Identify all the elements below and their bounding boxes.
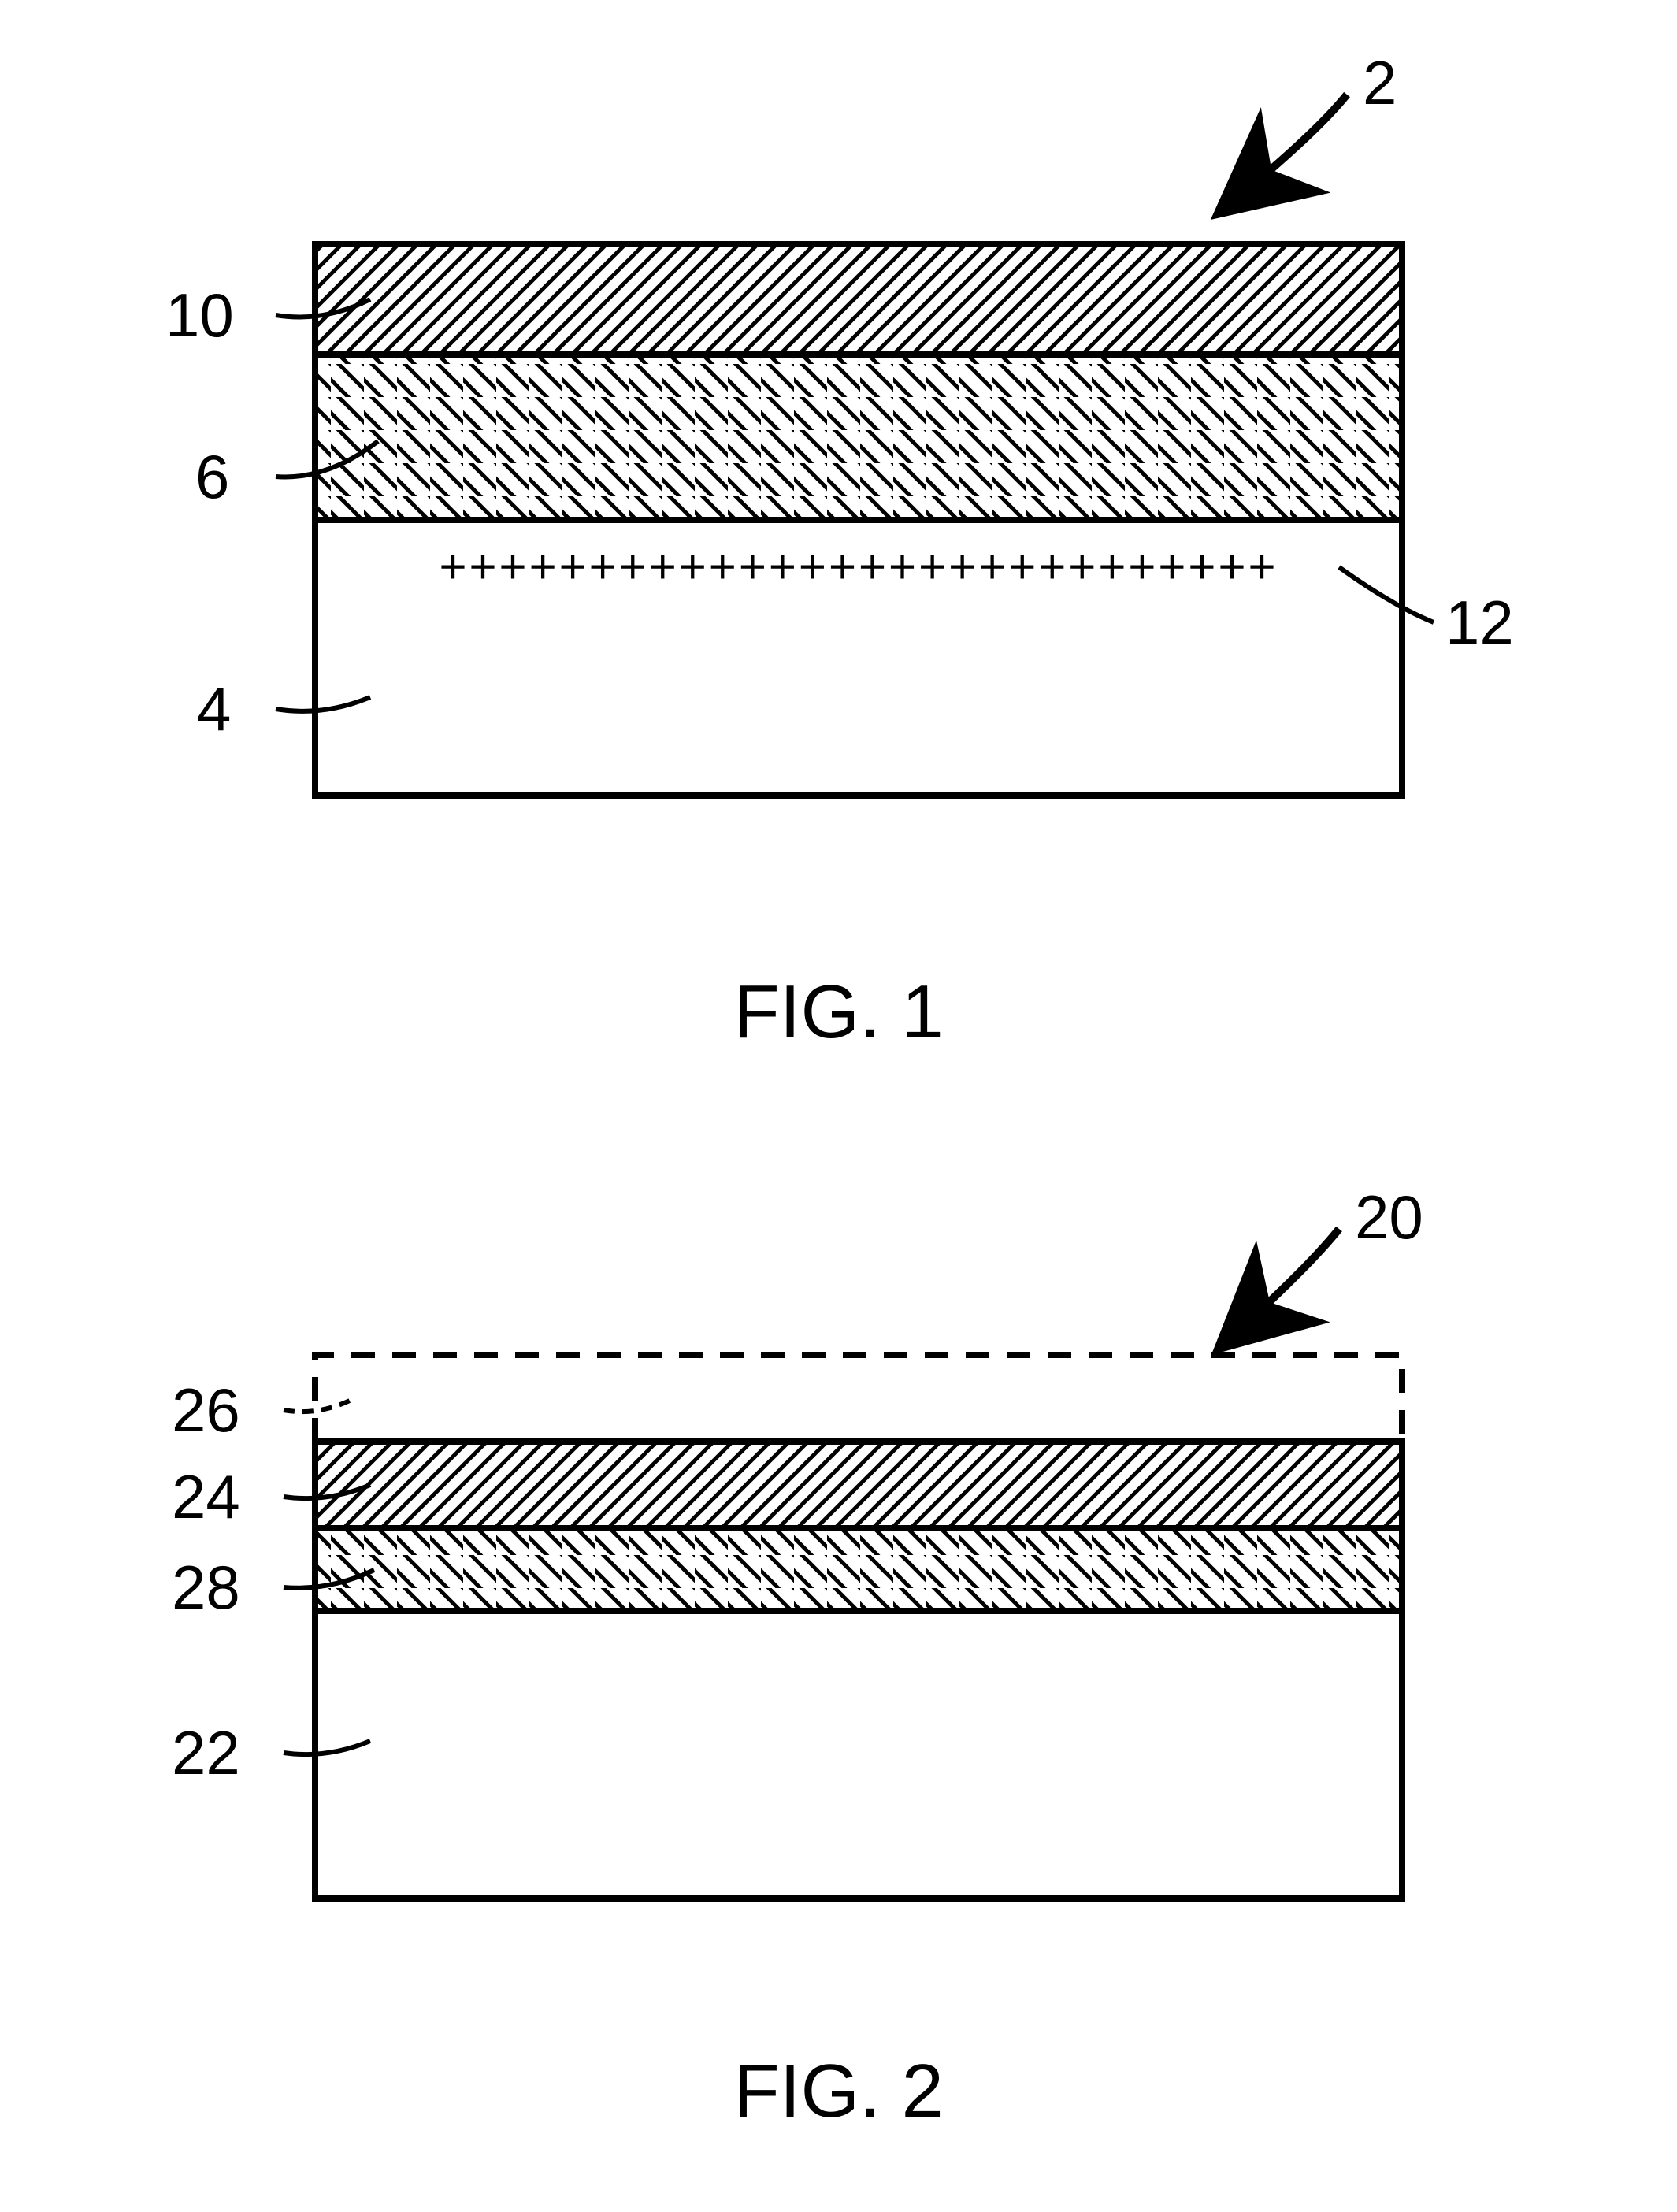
fig1-layer-10	[315, 244, 1402, 354]
ref-label-26: 26	[172, 1375, 240, 1446]
fig2-ref-arrow	[1229, 1229, 1339, 1339]
fig2-layer-24	[315, 1442, 1402, 1528]
leader-26	[284, 1398, 354, 1412]
fig1-caption: FIG. 1	[0, 969, 1677, 1056]
page: ++++++++++++++++++++++++++++ 2 10 6 4 12…	[0, 0, 1677, 2212]
fig1-ref-arrow	[1229, 95, 1347, 205]
ref-label-22: 22	[172, 1717, 240, 1789]
ref-label-10: 10	[165, 280, 234, 351]
ref-label-24: 24	[172, 1461, 240, 1533]
ref-label-4: 4	[197, 674, 231, 745]
fig2-caption: FIG. 2	[0, 2048, 1677, 2135]
ref-label-12: 12	[1445, 587, 1514, 659]
figure-1-svg: ++++++++++++++++++++++++++++	[0, 0, 1677, 2212]
ref-label-20: 20	[1355, 1182, 1423, 1253]
ref-label-6: 6	[195, 441, 229, 513]
ref-label-28: 28	[172, 1552, 240, 1624]
fig2-layer-26-dashed	[315, 1355, 1402, 1442]
fig1-layer-6	[315, 354, 1402, 520]
ref-label-2: 2	[1363, 47, 1397, 119]
fig2-layer-28	[315, 1528, 1402, 1611]
fig1-plus-row: ++++++++++++++++++++++++++++	[439, 540, 1278, 593]
